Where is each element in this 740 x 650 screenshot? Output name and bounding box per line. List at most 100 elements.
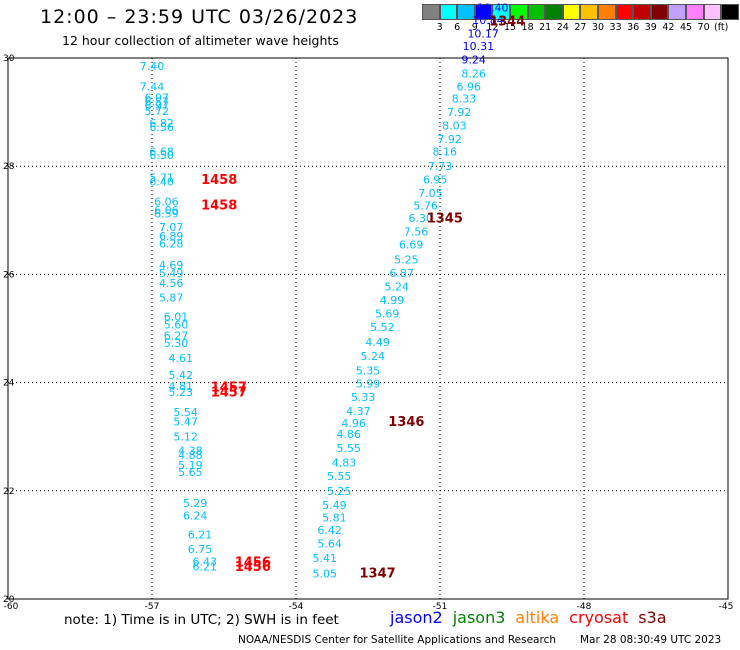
- wave-height-value: 7.92: [447, 106, 472, 119]
- wave-height-value: 4.49: [365, 336, 390, 349]
- x-tick-label: -48: [577, 602, 592, 612]
- wave-height-value: 4.96: [341, 417, 366, 430]
- wave-height-value: 8.33: [452, 92, 477, 105]
- satellite-s3a: s3a: [638, 608, 667, 627]
- wave-height-value: 6.89: [159, 230, 184, 243]
- wave-height-value: 5.72: [145, 105, 170, 118]
- wave-height-value: 4.56: [159, 277, 184, 290]
- x-tick-label: -54: [289, 602, 304, 612]
- legend-swatch: [527, 4, 546, 20]
- legend-label: 42: [662, 22, 675, 33]
- pass-time-label: 1456: [235, 556, 271, 571]
- units-note: note: 1) Time is in UTC; 2) SWH is in fe…: [64, 612, 339, 628]
- wave-height-value: 6.97: [145, 99, 170, 112]
- x-tick-label: -45: [719, 602, 734, 612]
- legend-swatch: [668, 4, 686, 20]
- y-tick-label: 24: [3, 379, 15, 389]
- y-tick-label: 22: [3, 487, 14, 497]
- wave-height-value: 4.69: [159, 259, 184, 272]
- pass-time-label: 1458: [201, 198, 237, 213]
- wave-height-value: 6.30: [409, 212, 434, 225]
- legend-swatch: [509, 4, 528, 20]
- wave-height-value: 4.61: [169, 352, 194, 365]
- wave-height-value: 5.05: [313, 567, 338, 580]
- legend-swatch: [545, 4, 563, 20]
- legend-label: 36: [627, 22, 640, 33]
- wave-height-value: 5.47: [173, 415, 198, 428]
- wave-height-value: 5.33: [351, 391, 376, 404]
- legend-label: 70: [697, 22, 710, 33]
- legend-swatch: [439, 4, 458, 20]
- wave-height-value: 5.49: [159, 267, 184, 280]
- wave-height-value: 6.87: [389, 267, 414, 280]
- wave-height-value: 7.07: [159, 221, 184, 234]
- footer-credit: NOAA/NESDIS Center for Satellite Applica…: [238, 634, 556, 646]
- wave-height-value: 6.56: [149, 121, 174, 134]
- legend-label: (ft): [714, 22, 729, 33]
- color-legend-labels: 3 6 9 12 15 18 21 24 27 30 33 36 39 42 45 70 (ft): [422, 22, 740, 34]
- wave-height-value: 7.05: [418, 187, 443, 200]
- map-title: 12:00 – 23:59 UTC 03/26/2023: [40, 6, 359, 28]
- wave-height-value: 5.99: [356, 377, 381, 390]
- wave-height-value: 6.68: [149, 145, 174, 158]
- wave-height-value: 5.69: [375, 308, 400, 321]
- wave-height-value: 10.84: [472, 14, 504, 27]
- wave-height-value: 7.40: [140, 60, 165, 73]
- wave-height-value: 5.12: [173, 430, 198, 443]
- legend-label: 3: [436, 22, 443, 33]
- wave-height-value: 5.55: [327, 470, 352, 483]
- wave-height-value: 7.92: [437, 133, 462, 146]
- wave-height-value: 4.37: [346, 405, 371, 418]
- wave-height-value: 6.95: [423, 174, 448, 187]
- wave-height-value: 6.97: [145, 91, 170, 104]
- wave-height-value: 5.35: [356, 364, 381, 377]
- wave-height-value: 5.60: [164, 319, 189, 332]
- grid-lines: [8, 58, 728, 599]
- x-tick-label: -60: [4, 602, 19, 612]
- legend-label: 24: [556, 22, 569, 33]
- wave-height-value: 7.56: [404, 225, 429, 238]
- wave-height-value: 5.64: [317, 538, 342, 551]
- legend-swatch: [474, 4, 493, 20]
- color-legend: [422, 4, 739, 20]
- satellite-cryosat: cryosat: [569, 608, 629, 627]
- legend-swatch: [633, 4, 651, 20]
- legend-label: 6: [454, 22, 461, 33]
- legend-label: 30: [591, 22, 605, 33]
- legend-swatch: [703, 4, 722, 20]
- wave-height-value: 5.25: [327, 485, 352, 498]
- wave-height-value: 6.75: [188, 543, 213, 556]
- legend-label: 27: [574, 22, 587, 33]
- wave-height-value: 10.40: [477, 1, 509, 14]
- legend-swatch: [721, 4, 739, 20]
- wave-height-value: 6.82: [149, 117, 174, 130]
- pass-time-label: 1344: [489, 15, 525, 30]
- wave-height-value: 6.28: [159, 237, 184, 250]
- wave-height-value: 9.24: [461, 53, 486, 66]
- wave-height-value: 8.03: [442, 119, 467, 132]
- y-tick-label: 30: [3, 54, 15, 64]
- legend-swatch: [457, 4, 475, 20]
- wave-height-value: 5.42: [169, 369, 194, 382]
- wave-height-value: 6.42: [317, 524, 342, 537]
- pass-time-label: 1346: [388, 415, 424, 430]
- x-tick-label: -51: [433, 602, 448, 612]
- legend-label: 12: [486, 22, 499, 33]
- wave-height-value: 6.06: [154, 196, 179, 209]
- wave-height-value: 4.83: [332, 456, 357, 469]
- plot-frame: [7, 57, 729, 600]
- wave-height-value: 6.69: [399, 238, 424, 251]
- legend-label: 21: [539, 22, 552, 33]
- wave-height-value: 6.21: [188, 528, 213, 541]
- wave-height-value: 6.57: [145, 96, 170, 109]
- wave-height-value: 6.27: [164, 329, 189, 342]
- wave-height-value: 5.41: [313, 552, 338, 565]
- wave-height-value: 5.29: [183, 497, 208, 510]
- wave-height-value: 5.65: [178, 466, 203, 479]
- wave-height-value: 4.99: [380, 294, 405, 307]
- footer: NOAA/NESDIS Center for Satellite Applica…: [238, 634, 738, 646]
- legend-label: 45: [679, 22, 693, 33]
- pass-time-label: 1457: [211, 386, 247, 401]
